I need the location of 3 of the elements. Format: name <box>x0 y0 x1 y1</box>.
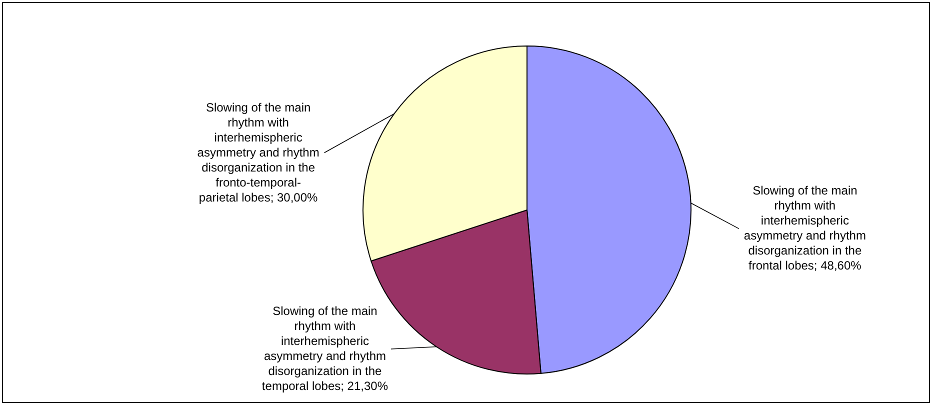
slice-label: Slowing of the main rhythm with interhemispheric asymmetry and rhythm disorganization in the fronto-temporal-parietal lobes; 30,00% <box>197 100 320 204</box>
slice-label: Slowing of the main rhythm with interhemispheric asymmetry and rhythm disorganization in the temporal lobes; 21,30% <box>262 304 388 393</box>
slice-label: Slowing of the main rhythm with interhemispheric asymmetry and rhythm disorganization in the frontal lobes; 48,60% <box>744 184 866 273</box>
